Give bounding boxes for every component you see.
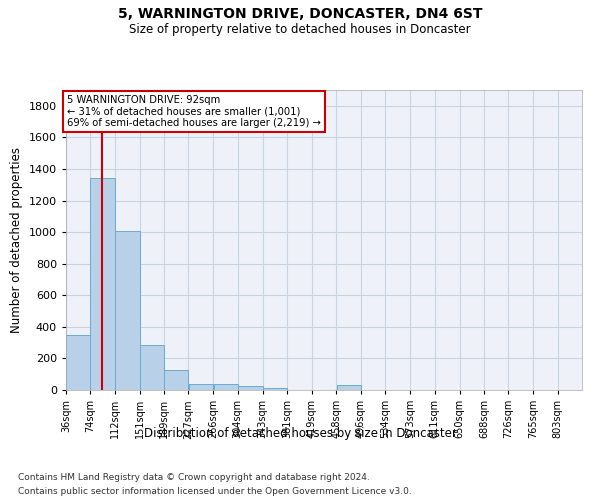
Text: 5, WARNINGTON DRIVE, DONCASTER, DN4 6ST: 5, WARNINGTON DRIVE, DONCASTER, DN4 6ST (118, 8, 482, 22)
Bar (337, 386, 361, 390)
Text: Distribution of detached houses by size in Doncaster: Distribution of detached houses by size … (143, 428, 457, 440)
Text: Size of property relative to detached houses in Doncaster: Size of property relative to detached ho… (129, 22, 471, 36)
Text: 5 WARNINGTON DRIVE: 92sqm
← 31% of detached houses are smaller (1,001)
69% of se: 5 WARNINGTON DRIVE: 92sqm ← 31% of detac… (67, 94, 320, 128)
Bar (66, 334, 90, 390)
Bar (214, 384, 238, 390)
Text: Contains HM Land Registry data © Crown copyright and database right 2024.: Contains HM Land Registry data © Crown c… (18, 472, 370, 482)
Bar (263, 388, 287, 390)
Bar (164, 370, 188, 390)
Bar (115, 230, 140, 390)
Bar (91, 178, 115, 390)
Bar (238, 386, 263, 390)
Bar (140, 345, 164, 390)
Text: Contains public sector information licensed under the Open Government Licence v3: Contains public sector information licen… (18, 488, 412, 496)
Y-axis label: Number of detached properties: Number of detached properties (10, 147, 23, 333)
Bar (188, 384, 214, 390)
